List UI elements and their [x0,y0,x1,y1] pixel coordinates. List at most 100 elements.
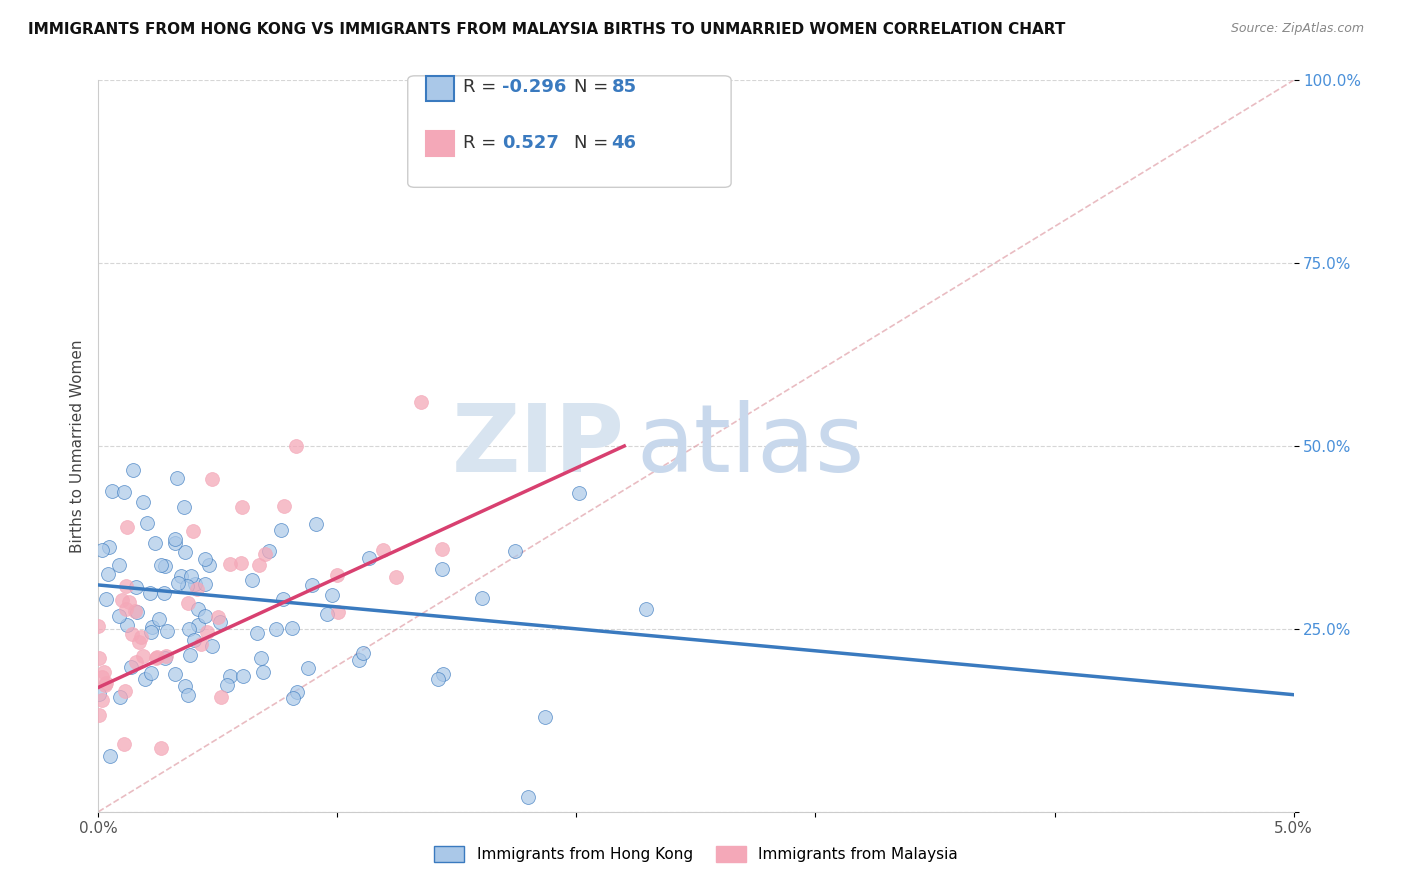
Text: atlas: atlas [637,400,865,492]
Point [217,678,239,692]
Point [194,577,217,591]
Point [352,646,374,660]
Point [128,635,150,649]
Point [253,547,276,561]
Point [134,672,156,686]
Point [132,648,155,663]
Text: 0.527: 0.527 [502,134,558,152]
Point [148,612,170,626]
Point [184,576,207,591]
Point [179,648,201,662]
Point [111,593,134,607]
Point [201,639,224,653]
Point [108,690,131,704]
Point [165,533,187,547]
Point [153,650,176,665]
Point [385,570,408,584]
Point [114,579,136,593]
Point [177,596,200,610]
Point [93,665,115,679]
Point [281,621,304,635]
Point [89,707,111,722]
Point [87,687,110,701]
Point [297,661,319,675]
Point [125,605,148,619]
Text: N =: N = [574,78,613,96]
Point [174,544,197,558]
Point [264,622,287,636]
Point [146,650,169,665]
Point [173,500,195,514]
Point [121,627,143,641]
Point [115,618,138,632]
Point [120,660,142,674]
Point [149,740,172,755]
Point [121,463,143,477]
Point [273,499,295,513]
Point [136,516,159,530]
Point [141,620,163,634]
Point [193,608,215,623]
Text: N =: N = [574,134,613,152]
Point [568,486,591,500]
Point [96,591,118,606]
Point [471,591,494,605]
Point [219,669,242,683]
Point [231,556,253,570]
Point [124,604,146,618]
Point [112,485,135,500]
Point [138,586,160,600]
Point [218,558,240,572]
Point [371,542,394,557]
Text: R =: R = [463,78,502,96]
Point [432,542,454,557]
Point [114,684,136,698]
Point [94,676,117,690]
Point [115,520,138,534]
Point [427,673,450,687]
Point [281,691,304,706]
Point [301,578,323,592]
Point [287,685,309,699]
Point [517,790,540,805]
Legend: Immigrants from Hong Kong, Immigrants from Malaysia: Immigrants from Hong Kong, Immigrants fr… [426,838,966,870]
Point [207,610,229,624]
Point [183,633,205,648]
Point [143,535,166,549]
Point [304,517,326,532]
Point [176,579,198,593]
Point [187,618,209,632]
Point [349,653,371,667]
Point [409,394,432,409]
Point [155,648,177,663]
Point [107,608,129,623]
Point [112,737,135,751]
Point [89,650,111,665]
Point [240,573,263,587]
Point [183,524,205,538]
Point [503,544,526,558]
Point [533,710,555,724]
Point [163,536,186,550]
Point [201,472,224,486]
Point [98,749,121,764]
Point [231,500,253,515]
Point [321,588,343,602]
Point [98,540,121,554]
Text: Source: ZipAtlas.com: Source: ZipAtlas.com [1230,22,1364,36]
Point [232,668,254,682]
Point [90,693,112,707]
Text: IMMIGRANTS FROM HONG KONG VS IMMIGRANTS FROM MALAYSIA BIRTHS TO UNMARRIED WOMEN : IMMIGRANTS FROM HONG KONG VS IMMIGRANTS … [28,22,1066,37]
Text: R =: R = [463,134,502,152]
Point [170,569,193,583]
Point [91,543,114,558]
Point [432,562,454,576]
Point [145,651,167,665]
Text: 85: 85 [612,78,637,96]
Point [209,690,232,705]
Point [129,630,152,644]
Point [432,666,454,681]
Point [357,551,380,566]
Point [152,586,174,600]
Point [194,551,217,566]
